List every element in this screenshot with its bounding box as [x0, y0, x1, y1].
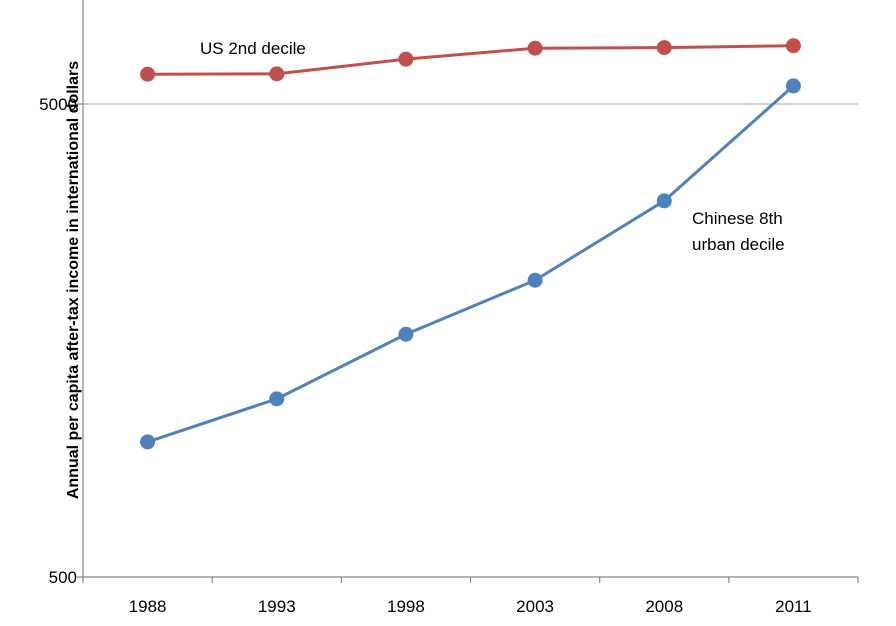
series-line-us-2nd-decile	[147, 44, 794, 76]
x-tick-label-1998: 1998	[387, 597, 425, 616]
x-tick-label-2008: 2008	[645, 597, 683, 616]
data-point-us-2nd-decile-1993	[269, 66, 285, 82]
data-point-us-2nd-decile-2008	[656, 40, 672, 56]
series-line-chinese-8th-urban-decile	[147, 84, 795, 444]
data-point-us-2nd-decile-2011	[785, 38, 801, 54]
y-tick-label-500: 500	[49, 568, 77, 587]
series-label-chinese-line-1: Chinese 8th	[692, 209, 783, 228]
data-point-chinese-8th-urban-decile-2011	[785, 78, 801, 94]
y-tick-label-5000: 5000	[39, 95, 77, 114]
data-point-chinese-8th-urban-decile-1988	[140, 434, 156, 450]
data-point-chinese-8th-urban-decile-2003	[527, 272, 543, 288]
data-point-us-2nd-decile-1998	[398, 51, 414, 67]
y-axis-label: Annual per capita after-tax income in in…	[65, 61, 82, 499]
data-point-chinese-8th-urban-decile-1998	[398, 326, 414, 342]
axis-layer: 500 5000 1988 1993 1998 2003 2008 2011	[39, 0, 859, 616]
label-layer: Annual per capita after-tax income in in…	[65, 39, 785, 499]
data-point-us-2nd-decile-1988	[140, 66, 156, 82]
x-tick-label-2011: 2011	[775, 597, 812, 616]
series-layer	[140, 38, 801, 450]
x-tick-label-1993: 1993	[258, 597, 296, 616]
x-tick-label-1988: 1988	[129, 597, 167, 616]
data-point-chinese-8th-urban-decile-1993	[269, 391, 285, 407]
data-point-chinese-8th-urban-decile-2008	[656, 193, 672, 209]
series-label-chinese-line-2: urban decile	[692, 235, 785, 254]
data-point-us-2nd-decile-2003	[527, 40, 543, 56]
x-tick-label-2003: 2003	[516, 597, 554, 616]
series-label-us-2nd-decile: US 2nd decile	[200, 39, 306, 58]
